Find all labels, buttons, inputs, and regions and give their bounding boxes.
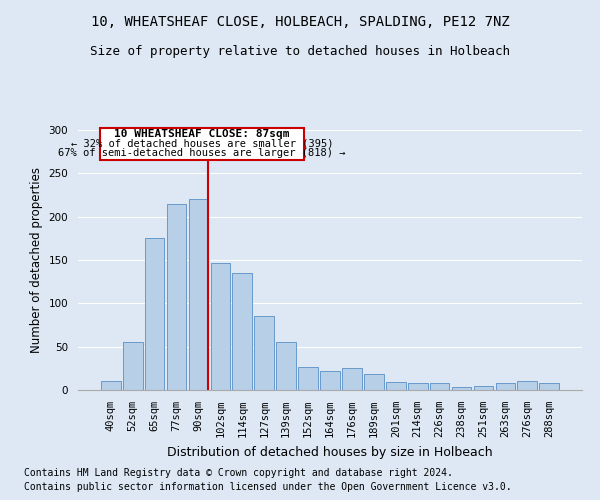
Bar [101, 382, 121, 390]
Bar [539, 383, 559, 390]
Text: 67% of semi-detached houses are larger (818) →: 67% of semi-detached houses are larger (… [58, 148, 346, 158]
Bar [386, 382, 406, 390]
Bar [167, 204, 187, 390]
Bar [430, 383, 449, 390]
Bar [188, 200, 208, 390]
Text: Contains HM Land Registry data © Crown copyright and database right 2024.: Contains HM Land Registry data © Crown c… [24, 468, 453, 477]
Bar [452, 388, 472, 390]
Bar [232, 273, 252, 390]
Bar [254, 316, 274, 390]
Bar [496, 383, 515, 390]
Bar [342, 368, 362, 390]
Bar [473, 386, 493, 390]
Text: 10, WHEATSHEAF CLOSE, HOLBEACH, SPALDING, PE12 7NZ: 10, WHEATSHEAF CLOSE, HOLBEACH, SPALDING… [91, 15, 509, 29]
Bar [408, 383, 428, 390]
Bar [123, 342, 143, 390]
Bar [145, 238, 164, 390]
X-axis label: Distribution of detached houses by size in Holbeach: Distribution of detached houses by size … [167, 446, 493, 458]
Bar [298, 366, 318, 390]
Y-axis label: Number of detached properties: Number of detached properties [30, 167, 43, 353]
Text: ← 32% of detached houses are smaller (395): ← 32% of detached houses are smaller (39… [71, 138, 333, 148]
Bar [364, 374, 384, 390]
Bar [517, 382, 537, 390]
Text: Contains public sector information licensed under the Open Government Licence v3: Contains public sector information licen… [24, 482, 512, 492]
Text: 10 WHEATSHEAF CLOSE: 87sqm: 10 WHEATSHEAF CLOSE: 87sqm [114, 129, 290, 139]
Text: Size of property relative to detached houses in Holbeach: Size of property relative to detached ho… [90, 45, 510, 58]
Bar [211, 262, 230, 390]
Bar [320, 371, 340, 390]
Bar [276, 342, 296, 390]
FancyBboxPatch shape [100, 128, 304, 160]
